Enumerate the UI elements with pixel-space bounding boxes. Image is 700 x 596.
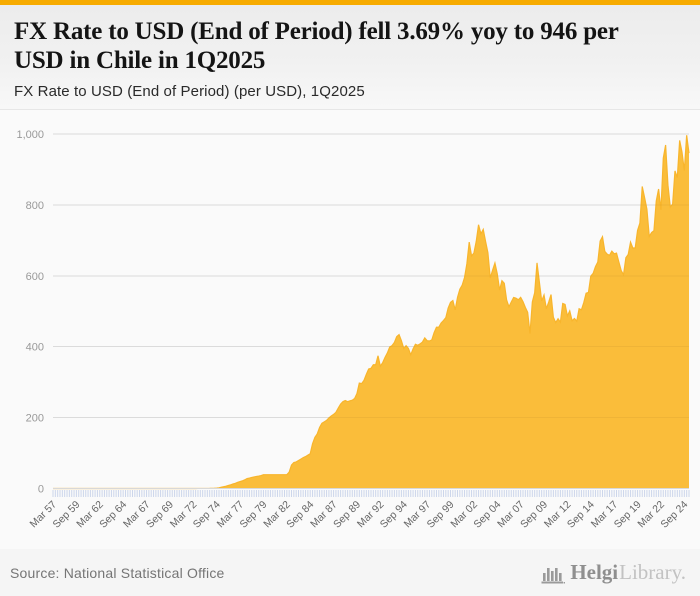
helgi-library-logo: Helgi Library. — [541, 560, 686, 585]
chart-area: 0 200 400 600 800 1,000 Mar 57 Sep 59 Mar 62 Sep … — [0, 110, 700, 549]
logo-text-library: Library. — [619, 560, 686, 584]
chart-subtitle: FX Rate to USD (End of Period) (per USD)… — [14, 83, 365, 100]
footer: Source: National Statistical Office Helg… — [0, 549, 700, 596]
svg-text:800: 800 — [26, 200, 44, 212]
source-label: Source: National Statistical Office — [10, 564, 225, 581]
logo-text-helgi: Helgi — [570, 560, 619, 584]
page-title: FX Rate to USD (End of Period) fell 3.69… — [14, 18, 619, 74]
chart-header: FX Rate to USD (End of Period) fell 3.69… — [0, 5, 700, 110]
svg-text:0: 0 — [38, 484, 44, 496]
svg-text:600: 600 — [26, 271, 44, 283]
svg-text:200: 200 — [26, 413, 44, 425]
svg-text:400: 400 — [26, 342, 44, 354]
accent-top-bar — [0, 0, 700, 5]
svg-text:1,000: 1,000 — [16, 129, 44, 141]
bar-chart-building-icon — [541, 568, 566, 584]
